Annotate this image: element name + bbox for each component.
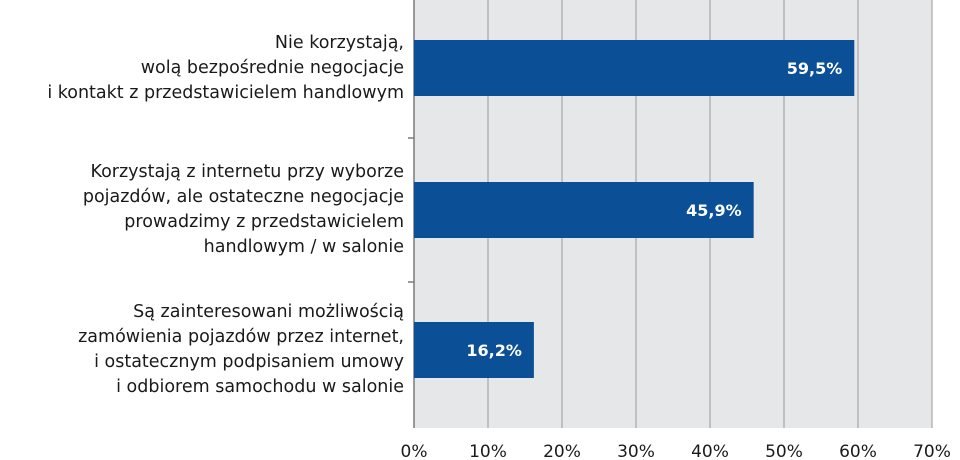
x-tick-label: 30% xyxy=(617,442,655,460)
x-tick-label: 10% xyxy=(469,442,507,460)
category-label-line: Są zainteresowani możliwością xyxy=(133,302,404,322)
category-label-line: pojazdów, ale ostateczne negocjacje xyxy=(82,187,404,207)
bars: 59,5% 45,9% 16,2% xyxy=(414,40,855,378)
category-label-line: i ostatecznym podpisaniem umowy xyxy=(94,352,404,372)
x-tick-label: 60% xyxy=(839,442,877,460)
x-axis: 0% 10% 20% 30% 40% 50% 60% 70% xyxy=(401,442,951,460)
category-label-line: zamówienia pojazdów przez internet, xyxy=(78,327,404,347)
data-label: 45,9% xyxy=(686,201,742,220)
data-label: 59,5% xyxy=(787,59,843,78)
x-tick-label: 40% xyxy=(691,442,729,460)
x-tick-label: 20% xyxy=(543,442,581,460)
bar xyxy=(414,182,754,238)
category-label: Korzystają z internetu przy wyborze pojaz… xyxy=(4,160,404,260)
x-tick-label: 50% xyxy=(765,442,803,460)
bar xyxy=(414,322,534,378)
category-label-line: handlowym / w salonie xyxy=(203,237,404,257)
bar xyxy=(414,40,855,96)
x-tick-label: 0% xyxy=(401,442,428,460)
category-label-line: i kontakt z przedstawicielem handlowym xyxy=(47,82,404,103)
x-tick-label: 70% xyxy=(913,442,951,460)
category-label-line: i odbiorem samochodu w salonie xyxy=(116,377,404,397)
data-label: 16,2% xyxy=(466,341,522,360)
category-label-line: wolą bezpośrednie negocjacje xyxy=(140,57,404,78)
category-label-line: Korzystają z internetu przy wyborze xyxy=(90,162,404,182)
category-label: Są zainteresowani możliwością zamówienia … xyxy=(4,300,404,400)
category-label-line: Nie korzystają, xyxy=(274,32,404,53)
category-label-line: prowadzimy z przedstawicielem xyxy=(124,212,404,232)
category-label: Nie korzystają, wolą bezpośrednie negocja… xyxy=(4,31,404,106)
